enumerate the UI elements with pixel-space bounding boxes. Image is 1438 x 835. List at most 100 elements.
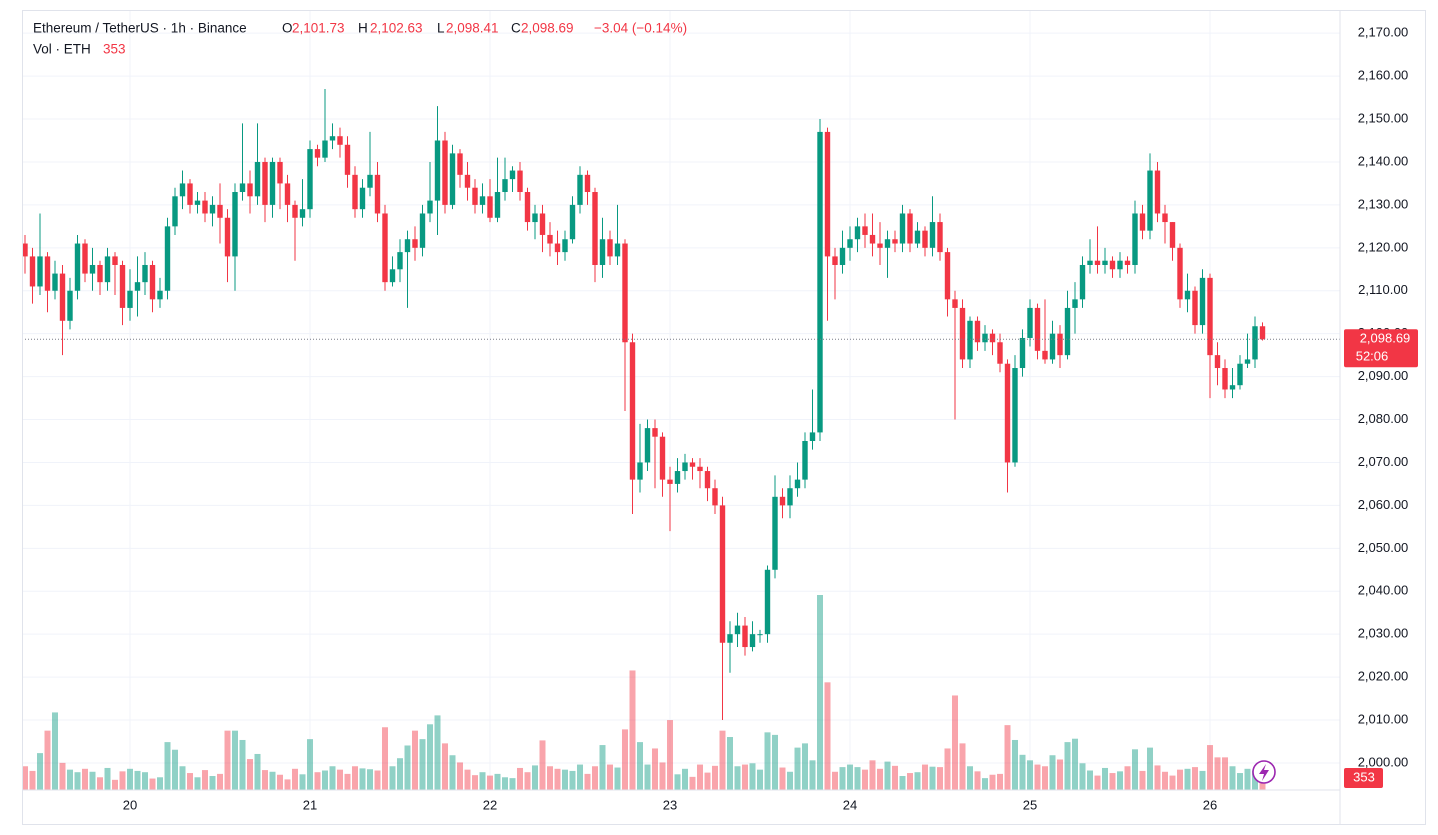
volume-bar [584, 773, 591, 790]
candle-body [97, 264, 103, 283]
countdown: 52:06 [1356, 349, 1389, 364]
candle-body [472, 187, 478, 205]
candle-pane [22, 88, 1340, 721]
volume-bar [202, 770, 208, 790]
volume-bar [1237, 773, 1243, 790]
candle-body [419, 213, 426, 248]
legend-value: 2,098.69 [521, 21, 574, 36]
x-tick-label: 23 [663, 797, 677, 812]
volume-bar [232, 730, 238, 790]
volume-bar [314, 772, 321, 790]
candle-body [832, 256, 838, 265]
candle-body [412, 239, 418, 248]
candle-body [247, 183, 253, 197]
volume-bar [419, 739, 426, 790]
volume-bar [457, 762, 463, 790]
volume-bar [922, 764, 928, 790]
volume-bar [712, 765, 718, 790]
candle-body [262, 161, 268, 205]
volume-bar [757, 769, 763, 790]
volume-bar [97, 777, 103, 790]
volume-bar [997, 773, 1003, 790]
legend-key: O [282, 21, 293, 36]
volume-bar [764, 732, 771, 790]
volume-bar [779, 767, 786, 790]
candle-body [1034, 307, 1041, 351]
candle-body [1229, 385, 1236, 390]
candle-body [1064, 307, 1071, 356]
candle-body [584, 174, 591, 193]
candle-body [127, 290, 133, 308]
volume-bar [352, 766, 358, 790]
volume-bar [719, 730, 726, 790]
candle-body [577, 174, 583, 205]
candle-body [1237, 363, 1243, 386]
candle-body [322, 140, 328, 158]
candle-body [172, 196, 178, 227]
candle-body [382, 213, 388, 283]
candle-body [764, 569, 771, 635]
volume-bar [389, 766, 396, 790]
candle-body [209, 204, 216, 214]
volume-bar [307, 739, 313, 790]
candle-body [337, 136, 343, 145]
volume-bar [277, 774, 283, 790]
volume-bar [884, 761, 891, 790]
candle-body [194, 200, 201, 205]
candle-body [854, 226, 861, 240]
volume-bar [562, 769, 568, 790]
x-tick-label: 24 [843, 797, 857, 812]
candle-body [74, 243, 81, 291]
candle-body [712, 488, 718, 506]
y-tick-label: 2,110.00 [1358, 282, 1408, 297]
volume-bar [427, 724, 433, 790]
volume-bar [1064, 742, 1071, 790]
candle-body [509, 170, 516, 180]
volume-bar [112, 779, 118, 790]
candle-body [1057, 333, 1063, 356]
legend-volume: 353 [103, 42, 126, 57]
candle-body [847, 239, 853, 248]
candle-body [667, 479, 673, 484]
volume-bar [1094, 775, 1101, 790]
candle-body [569, 204, 576, 240]
candle-body [67, 290, 73, 321]
volume-bar [1004, 725, 1011, 790]
volume-bar [1184, 768, 1191, 790]
candle-body [869, 234, 876, 244]
y-tick-label: 2,060.00 [1358, 497, 1409, 512]
volume-bar [659, 762, 666, 790]
indicator-icon[interactable] [1252, 760, 1276, 784]
candle-body [359, 187, 366, 210]
volume-bar [374, 770, 381, 790]
volume-bar [734, 766, 741, 790]
volume-bar [674, 774, 681, 790]
candle-body [1124, 260, 1131, 265]
volume-bar [442, 743, 448, 790]
volume-bar [787, 771, 793, 790]
candle-body [704, 471, 711, 489]
candle-body [487, 196, 493, 218]
y-tick-label: 2,090.00 [1358, 368, 1409, 383]
volume-bar [404, 745, 411, 790]
candle-body [217, 204, 223, 218]
volume-bar [29, 770, 36, 790]
candle-body [997, 342, 1003, 364]
candle-body [809, 432, 816, 441]
volume-bar [1192, 767, 1198, 790]
volume-bar [52, 712, 58, 790]
candle-body [877, 243, 883, 248]
candle-body [464, 174, 471, 188]
candle-body [629, 342, 636, 480]
candle-body [1102, 260, 1108, 265]
volume-bar [959, 743, 966, 790]
volume-bar [637, 742, 643, 790]
volume-bar [1027, 760, 1033, 790]
volume-bar [239, 739, 246, 790]
candle-body [1169, 222, 1176, 248]
legend-key: H [358, 21, 368, 36]
candle-body [164, 226, 171, 291]
volume-bar [914, 772, 921, 790]
